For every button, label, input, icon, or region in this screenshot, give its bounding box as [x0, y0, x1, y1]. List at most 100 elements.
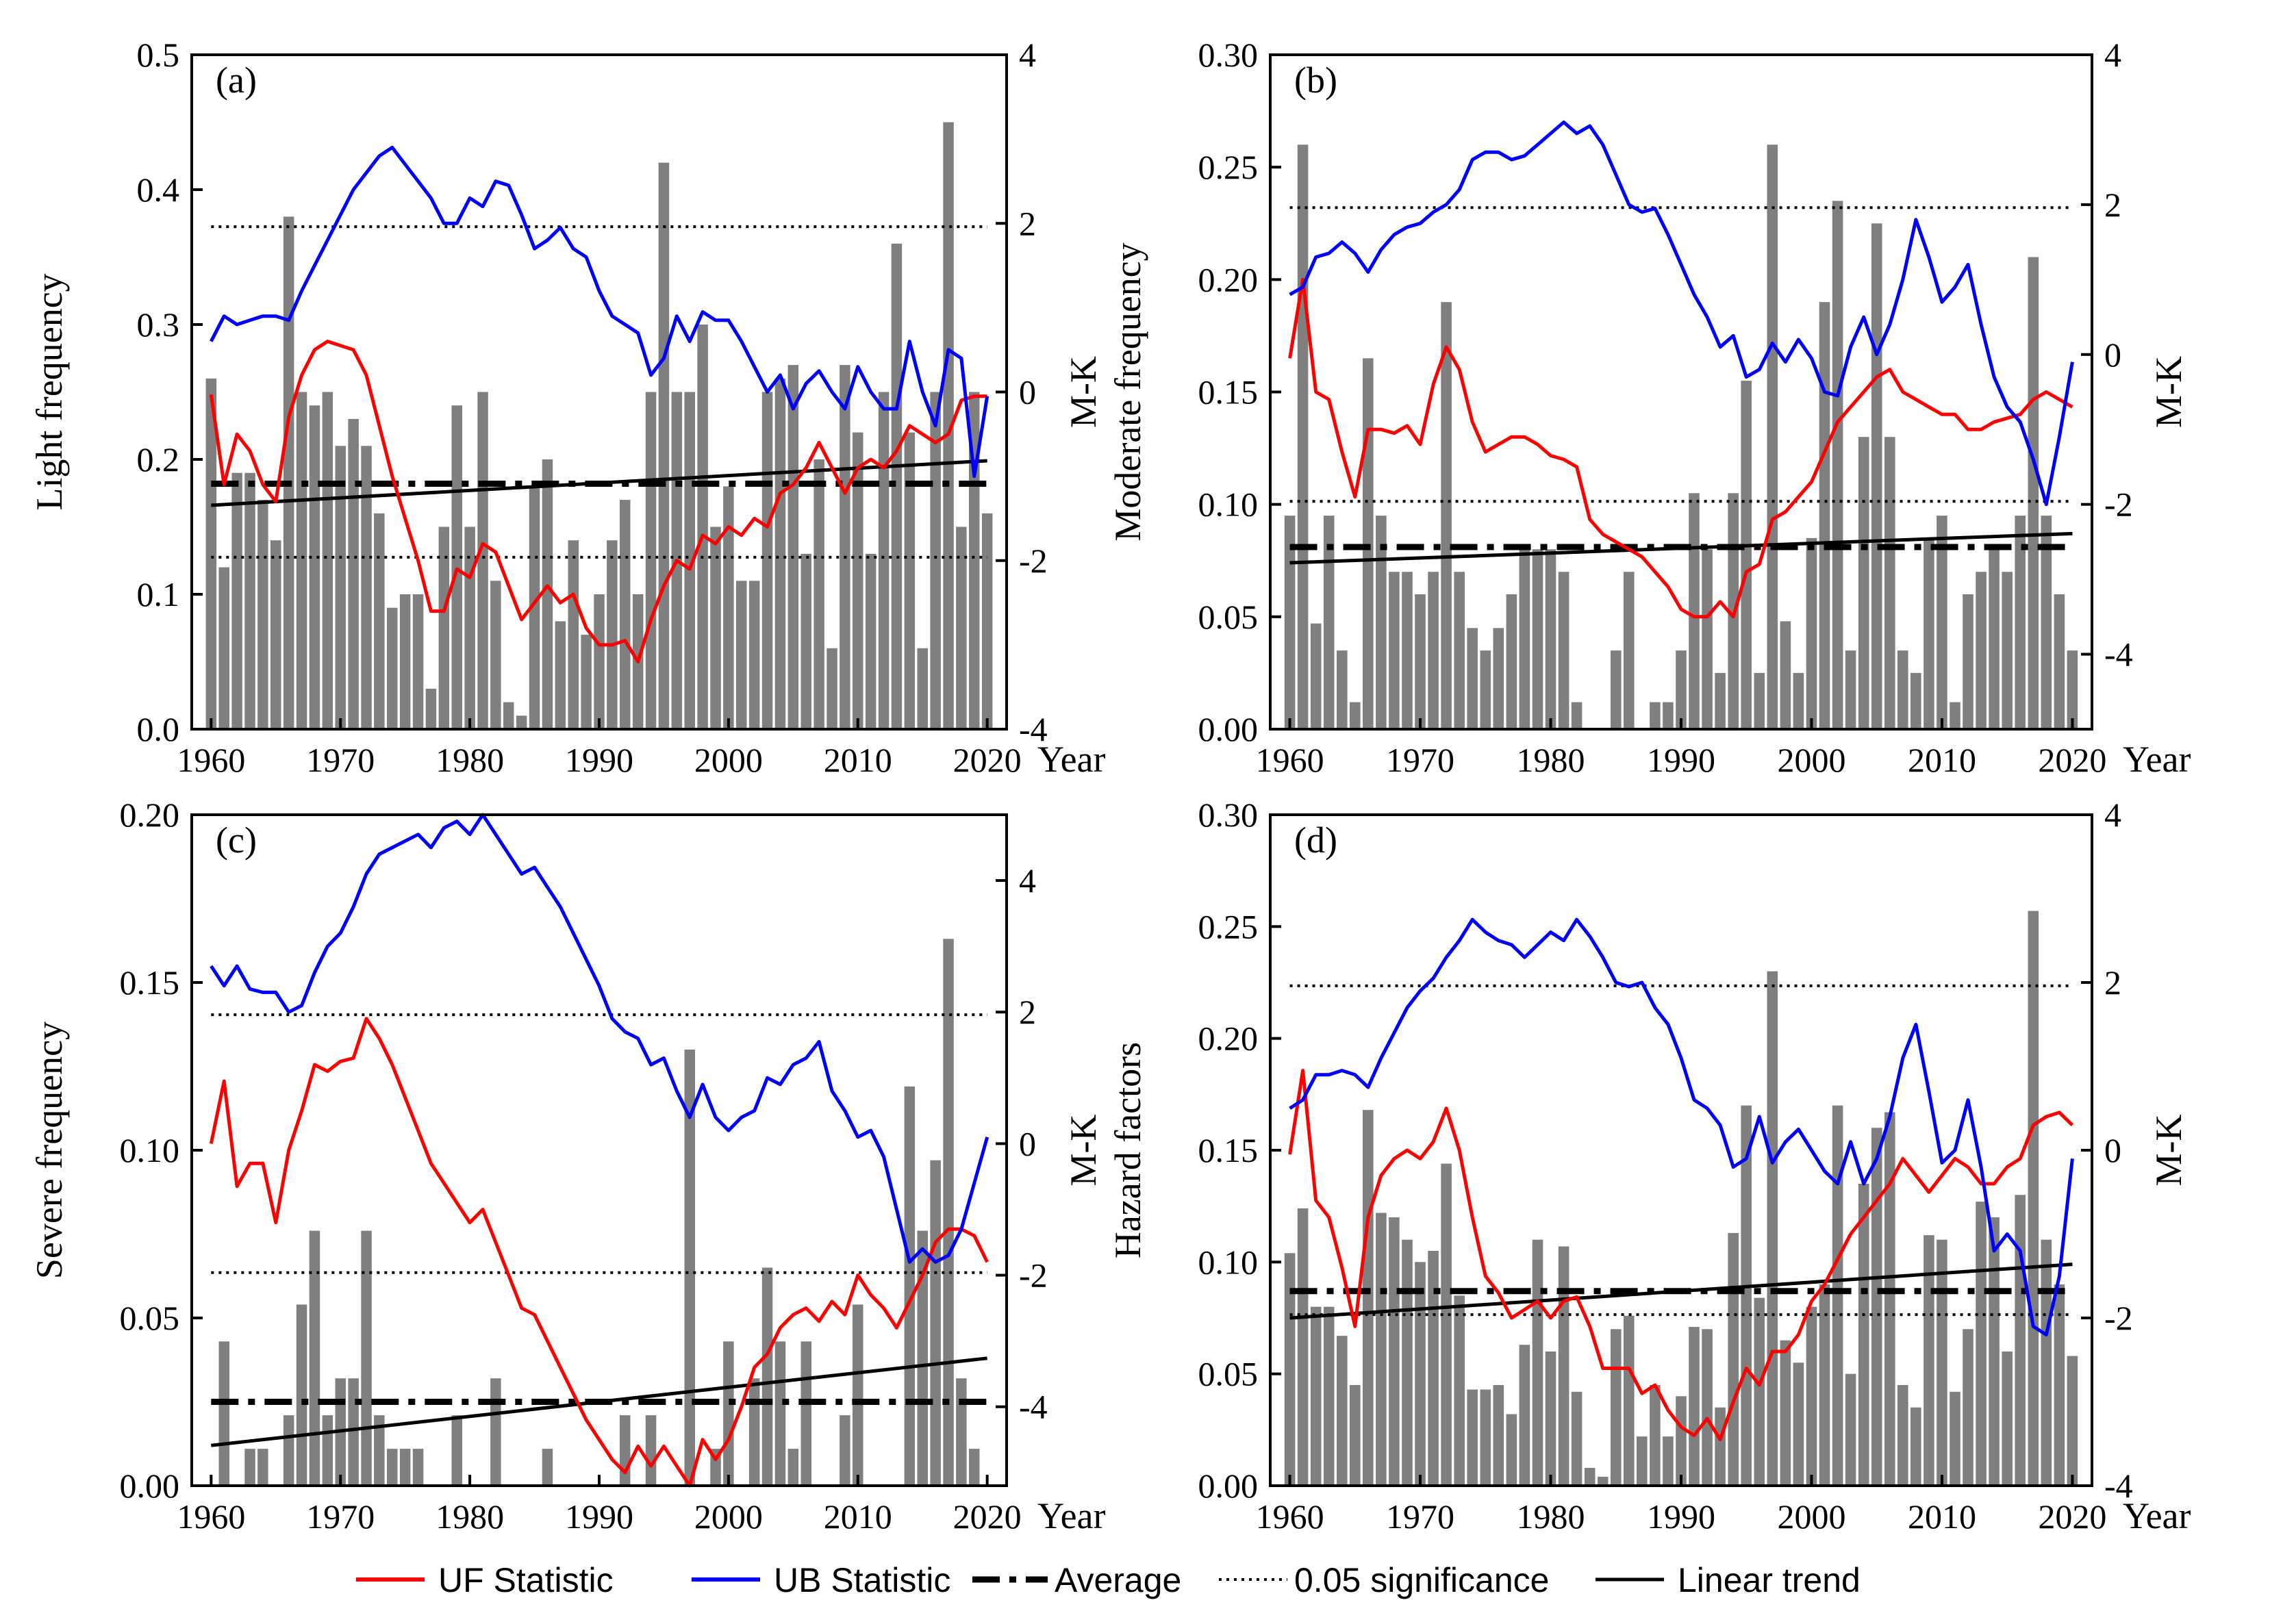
- bar: [1428, 1251, 1439, 1486]
- x-tick-label: 2020: [2038, 1497, 2106, 1536]
- x-axis-label: Year: [1037, 1495, 1106, 1536]
- bar: [787, 365, 799, 729]
- bar: [1415, 1262, 1426, 1486]
- bar: [1676, 1396, 1687, 1486]
- ub-line: [1289, 120, 2074, 507]
- bar: [1806, 537, 1817, 729]
- x-tick-label: 1980: [436, 1497, 504, 1536]
- bar: [1728, 1232, 1739, 1486]
- bar: [1519, 549, 1530, 729]
- bar: [1323, 516, 1335, 729]
- bar: [981, 513, 993, 729]
- bar: [1323, 1306, 1335, 1486]
- y-tick-label: 0.25: [1198, 907, 1259, 946]
- bar: [490, 1378, 501, 1486]
- bar: [1624, 1315, 1635, 1486]
- bar: [1910, 672, 1921, 729]
- bar: [1950, 702, 1960, 729]
- y-tick-label: 0.15: [1198, 1131, 1259, 1169]
- y2-tick-label: 4: [2104, 796, 2121, 834]
- y2-tick-label: -4: [1019, 1388, 1048, 1426]
- bar: [1428, 572, 1439, 729]
- x-tick-label: 1960: [1256, 741, 1324, 779]
- bar: [516, 715, 527, 729]
- y-tick-label: 0.15: [1198, 373, 1259, 411]
- bar: [658, 162, 670, 730]
- y-tick-label: 0.00: [1198, 710, 1259, 748]
- bar: [1897, 650, 1908, 729]
- bar: [1780, 621, 1791, 729]
- x-axis-label: Year: [2123, 739, 2191, 780]
- bar: [283, 1415, 294, 1486]
- bar: [1963, 594, 1973, 729]
- x-tick-label: 1960: [177, 741, 245, 779]
- x-tick-label: 1960: [1256, 1497, 1324, 1536]
- bar: [2041, 516, 2052, 729]
- bar: [787, 1449, 799, 1486]
- bar: [774, 1341, 786, 1486]
- bar: [1663, 702, 1674, 729]
- bar: [736, 581, 747, 729]
- y2-tick-label: -2: [2104, 485, 2133, 524]
- bar: [2002, 1352, 2013, 1486]
- bar: [917, 1230, 928, 1486]
- y2-tick-label: 4: [1019, 861, 1036, 900]
- y2-tick-label: -4: [2104, 635, 2133, 674]
- bar: [1611, 650, 1622, 729]
- bar: [1558, 572, 1569, 729]
- bar: [309, 405, 320, 729]
- bar: [1780, 1340, 1791, 1486]
- x-tick-label: 2000: [1777, 1497, 1845, 1536]
- trend-line: [1289, 531, 2073, 565]
- bar: [1363, 358, 1374, 730]
- bar: [930, 392, 941, 729]
- bar-series: [1284, 911, 2078, 1486]
- bar: [412, 1449, 424, 1486]
- bar: [1976, 572, 1987, 729]
- bar: [490, 581, 501, 729]
- bar: [710, 526, 721, 729]
- bar: [697, 325, 708, 729]
- bar: [1754, 1297, 1765, 1486]
- bar: [348, 1378, 359, 1486]
- x-tick-label: 2010: [824, 741, 892, 779]
- bar: [1284, 516, 1296, 729]
- bar: [335, 446, 346, 729]
- x-tick-label: 1990: [1647, 1497, 1715, 1536]
- bar: [1571, 1391, 1582, 1486]
- y2-tick-label: 2: [1019, 993, 1036, 1031]
- legend-uf-label: UF Statistic: [438, 1561, 614, 1599]
- bar: [1467, 1389, 1478, 1486]
- bar: [1741, 381, 1752, 729]
- bar: [1467, 628, 1478, 730]
- x-tick-label: 2020: [2038, 741, 2106, 779]
- y2-tick-label: 4: [1019, 36, 1036, 74]
- bar: [425, 688, 437, 729]
- bar: [1897, 1385, 1908, 1486]
- bar: [800, 1341, 811, 1486]
- x-tick-label: 2020: [953, 741, 1022, 779]
- y-tick-label: 0.15: [120, 963, 180, 1002]
- bar: [387, 607, 398, 729]
- bar: [774, 378, 786, 729]
- bar: [1871, 223, 1882, 730]
- x-tick-label: 1970: [1386, 741, 1454, 779]
- bar: [1976, 1202, 1987, 1486]
- trend-line: [1289, 1263, 2073, 1320]
- bar-series: [1284, 144, 2078, 730]
- y-tick-label: 0.3: [137, 305, 180, 344]
- bar: [1884, 437, 1895, 729]
- y2-axis-label: M-K: [2148, 356, 2189, 428]
- bar: [1350, 1385, 1361, 1486]
- bar: [1871, 1128, 1882, 1486]
- y-axis-label: Moderate frequency: [1107, 242, 1148, 541]
- bar: [1389, 1217, 1400, 1486]
- x-tick-label: 2020: [953, 1497, 1022, 1536]
- bar: [930, 1160, 941, 1486]
- bar: [1989, 549, 2000, 729]
- bar: [1937, 1239, 1947, 1486]
- bar: [568, 540, 579, 729]
- panel-tag: (b): [1294, 60, 1337, 101]
- bar: [374, 513, 385, 729]
- bar: [2067, 650, 2078, 729]
